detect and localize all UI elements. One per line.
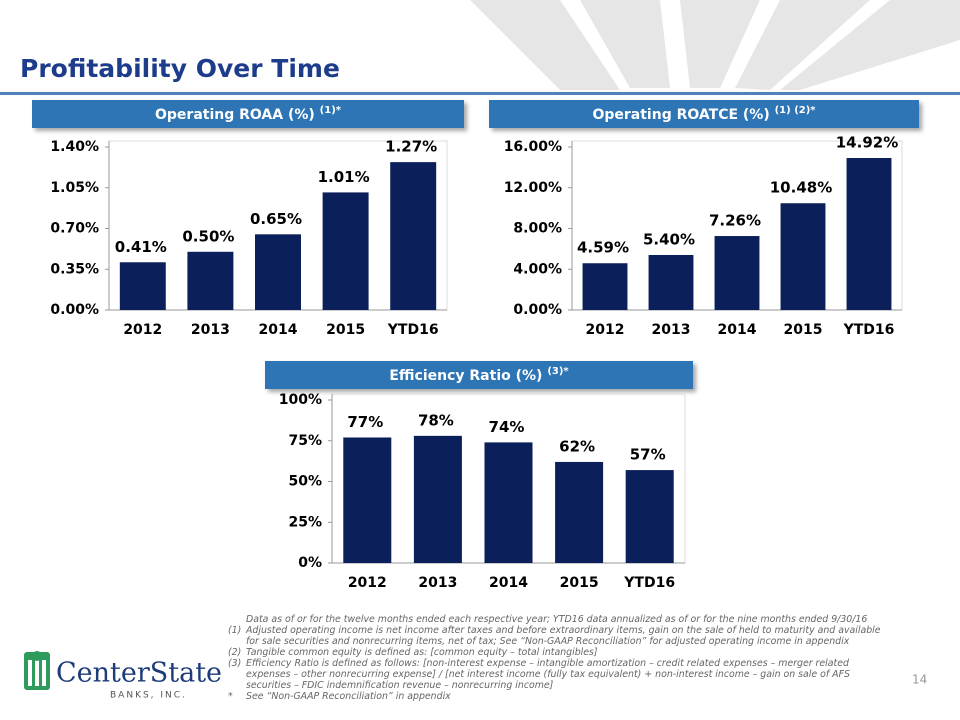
bar: [484, 442, 533, 563]
y-tick-label: 100%: [279, 392, 322, 408]
y-tick-label: 25%: [288, 514, 322, 530]
value-label: 5.40%: [643, 230, 695, 248]
page-number: 14: [912, 673, 927, 687]
value-label: 78%: [418, 411, 454, 429]
x-tick-label: YTD16: [623, 575, 675, 591]
value-label: 4.59%: [577, 239, 629, 257]
x-tick-label: 2012: [348, 575, 387, 591]
footnote: (2) Tangible common equity is defined as:…: [228, 647, 893, 658]
logo-sub: BANKS, INC.: [110, 691, 187, 701]
footnote: (1) Adjusted operating income is net inco…: [228, 625, 893, 647]
logo-name: CenterState: [56, 658, 222, 689]
value-label: 1.01%: [318, 168, 370, 186]
value-label: 77%: [347, 413, 383, 431]
x-tick-label: 2013: [652, 322, 691, 338]
y-tick-label: 0.35%: [50, 261, 99, 277]
value-label: 0.50%: [182, 227, 234, 245]
x-tick-label: 2014: [259, 322, 298, 338]
x-tick-label: 2012: [586, 322, 625, 338]
footnote-text: Tangible common equity is defined as: [c…: [246, 647, 598, 658]
chart-header: [489, 100, 919, 128]
bar: [714, 236, 760, 310]
y-tick-label: 75%: [288, 433, 322, 449]
chart-title: Operating ROATCE (%) (1) (2)*: [592, 105, 816, 123]
x-tick-label: 2015: [560, 575, 599, 591]
bar: [846, 158, 892, 310]
chart-title-note: (1) (2)*: [775, 105, 817, 116]
bar: [343, 437, 392, 563]
chart-title: Efficiency Ratio (%) (3)*: [389, 366, 569, 384]
y-tick-label: 4.00%: [513, 261, 562, 277]
y-tick-label: 0.00%: [513, 302, 562, 318]
bar: [413, 435, 462, 563]
logo: CenterState BANKS, INC.: [24, 651, 222, 701]
bar: [555, 461, 604, 563]
value-label: 74%: [489, 418, 525, 436]
y-tick-label: 1.05%: [50, 180, 99, 196]
bar: [390, 162, 437, 310]
footnote-marker: (3): [228, 658, 242, 669]
x-tick-label: YTD16: [387, 322, 439, 338]
footnote: (3) Efficiency Ratio is defined as follow…: [228, 658, 893, 691]
title-rule: [0, 92, 960, 95]
bar: [255, 234, 301, 310]
bar: [187, 251, 234, 310]
y-tick-label: 12.00%: [504, 180, 562, 196]
footnote-text: Efficiency Ratio is defined as follows: …: [246, 658, 850, 691]
value-label: 7.26%: [709, 212, 761, 230]
chart-title-text: Efficiency Ratio (%): [389, 368, 542, 384]
y-tick-label: 0.70%: [50, 221, 99, 237]
chart-title-note: (3)*: [547, 366, 569, 377]
value-label: 0.65%: [250, 210, 302, 228]
x-tick-label: 2014: [718, 322, 757, 338]
footnote-marker: (1): [228, 625, 242, 636]
x-tick-label: 2013: [191, 322, 230, 338]
footnote: Data as of or for the twelve months ende…: [228, 614, 893, 625]
value-label: 57%: [630, 446, 666, 464]
bar: [582, 263, 628, 310]
footnote-marker: [228, 614, 246, 625]
x-tick-label: 2015: [784, 322, 823, 338]
y-tick-label: 1.40%: [50, 139, 99, 155]
y-tick-label: 16.00%: [504, 139, 562, 155]
footnote: * See “Non-GAAP Reconciliation” in append…: [228, 691, 893, 702]
y-tick-label: 0%: [298, 555, 322, 571]
chart-header: [265, 361, 693, 389]
x-tick-label: 2015: [326, 322, 365, 338]
bar: [322, 192, 369, 310]
footnote-text: See “Non-GAAP Reconciliation” in appendi…: [246, 691, 451, 702]
slide-title: Profitability Over Time: [20, 54, 340, 83]
y-tick-label: 0.00%: [50, 302, 99, 318]
footnote-marker: *: [228, 691, 233, 702]
x-tick-label: 2014: [489, 575, 528, 591]
x-tick-label: YTD16: [843, 322, 895, 338]
chart-header: [32, 100, 464, 128]
value-label: 0.41%: [115, 238, 167, 256]
chart-title-text: Operating ROAA (%): [155, 107, 315, 123]
decoration: [470, 0, 960, 90]
y-tick-label: 50%: [288, 474, 322, 490]
bar: [625, 470, 674, 563]
footnote-marker: (2): [228, 647, 242, 658]
x-tick-label: 2013: [418, 575, 457, 591]
footnotes: Data as of or for the twelve months ende…: [228, 614, 893, 702]
chart-title-text: Operating ROATCE (%): [592, 107, 769, 123]
value-label: 10.48%: [770, 179, 832, 197]
value-label: 1.27%: [385, 138, 437, 156]
chart-title: Operating ROAA (%) (1)*: [155, 105, 342, 123]
footnote-text: Adjusted operating income is net income …: [246, 625, 881, 647]
footnote-text: Data as of or for the twelve months ende…: [246, 614, 868, 625]
bar: [119, 262, 166, 310]
bar: [780, 203, 826, 310]
value-label: 62%: [559, 437, 595, 455]
bar: [648, 254, 694, 310]
x-tick-label: 2012: [123, 322, 162, 338]
value-label: 14.92%: [836, 134, 898, 152]
y-tick-label: 8.00%: [513, 221, 562, 237]
chart-title-note: (1)*: [320, 105, 342, 116]
